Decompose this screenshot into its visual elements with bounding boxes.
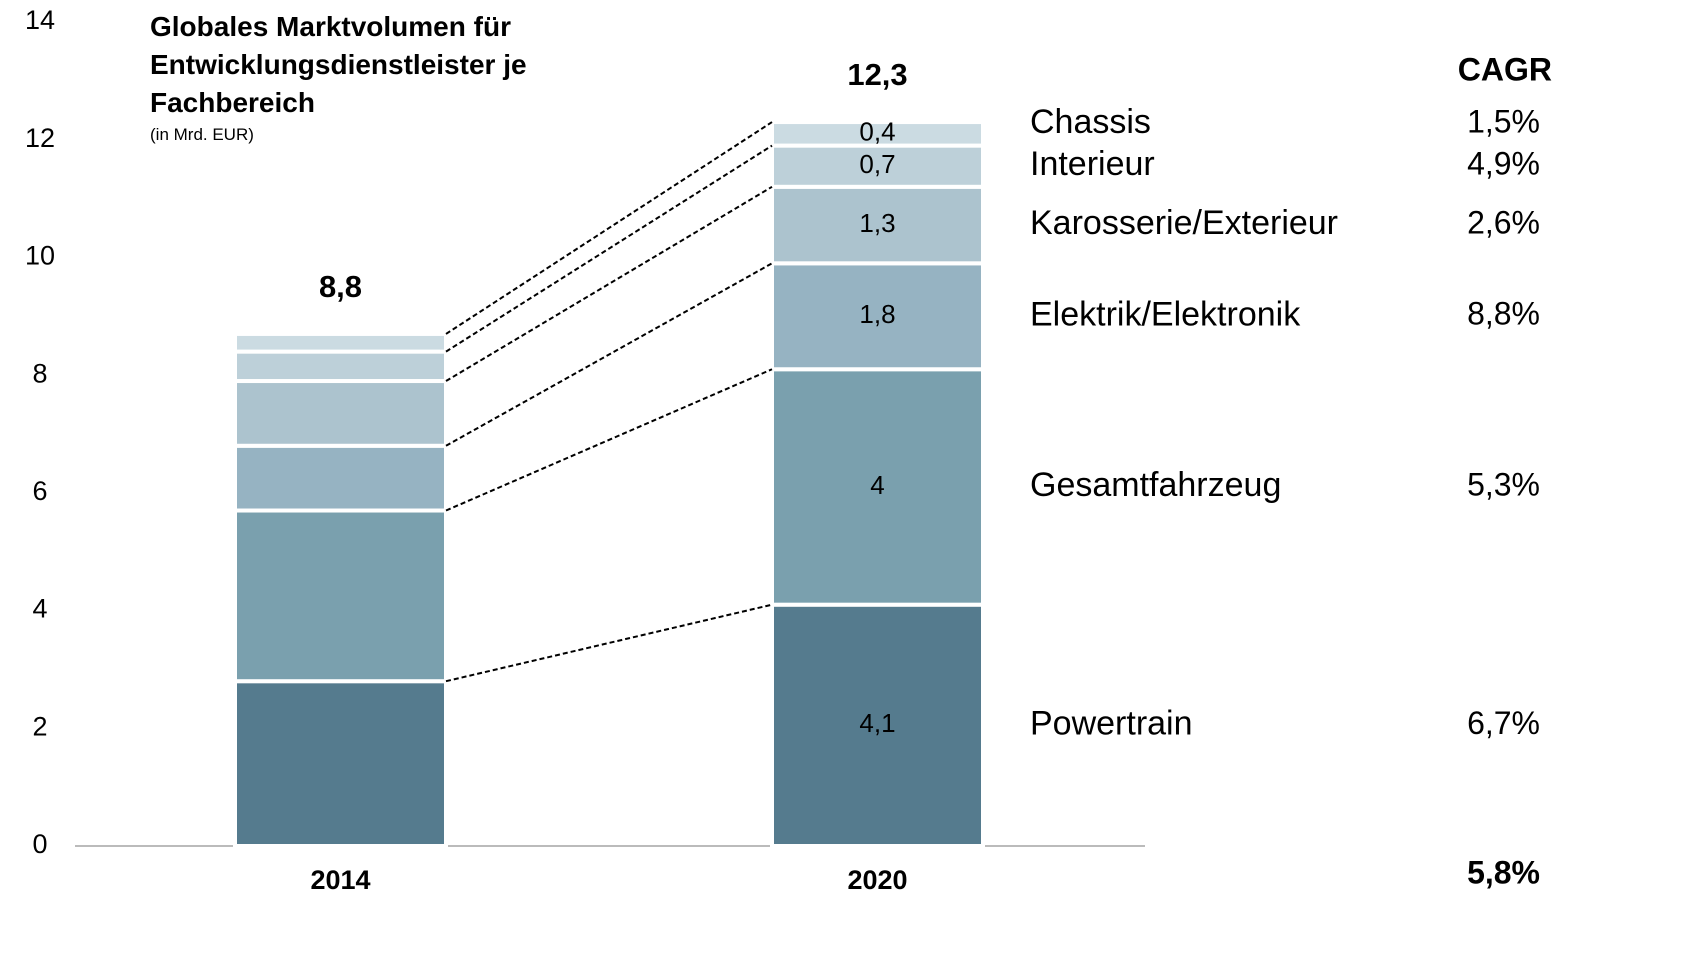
x-tick-label: 2020 [847, 865, 907, 895]
connector [445, 262, 773, 447]
legend-label: Chassis [1030, 103, 1151, 141]
legend-label: Interieur [1030, 145, 1155, 183]
cagr-label: 2,6% [1467, 205, 1540, 241]
cagr-heading: CAGR [1458, 51, 1552, 87]
bar-segment [770, 602, 985, 849]
total-label: 8,8 [319, 269, 362, 304]
bar-segment [770, 367, 985, 607]
y-tick-label: 8 [32, 358, 47, 388]
y-tick-label: 4 [32, 594, 47, 624]
y-tick-label: 2 [32, 711, 47, 741]
bar-segment [233, 443, 448, 513]
bar-segment [233, 508, 448, 684]
chart-title: Globales Marktvolumen für Entwicklungsdi… [150, 11, 527, 118]
value-label: 1,8 [859, 299, 895, 329]
y-tick-label: 14 [25, 5, 55, 35]
bar-segment [233, 679, 448, 849]
connector [445, 185, 773, 382]
y-tick-label: 6 [32, 476, 47, 506]
total-label: 12,3 [847, 57, 907, 92]
y-tick-label: 10 [25, 241, 55, 271]
connector [445, 121, 773, 335]
bar-segment [233, 331, 448, 354]
bar-segment [770, 261, 985, 372]
cagr-total: 5,8% [1467, 854, 1540, 890]
cagr-label: 1,5% [1467, 103, 1540, 139]
bar-segment [770, 184, 985, 266]
bar-segment [770, 120, 985, 148]
legend-label: Elektrik/Elektronik [1030, 295, 1301, 333]
bar-segment [770, 143, 985, 189]
connector [445, 603, 773, 683]
legend-label: Karosserie/Exterieur [1030, 204, 1338, 242]
cagr-label: 6,7% [1467, 705, 1540, 741]
value-label: 1,3 [859, 208, 895, 238]
bar-segment [233, 379, 448, 448]
connector [445, 144, 773, 353]
legend-label: Gesamtfahrzeug [1030, 466, 1281, 504]
y-tick-label: 12 [25, 123, 55, 153]
cagr-label: 5,3% [1467, 466, 1540, 502]
value-label: 0,7 [859, 149, 895, 179]
value-label: 0,4 [859, 117, 895, 147]
cagr-label: 4,9% [1467, 146, 1540, 182]
value-label: 4 [870, 470, 884, 500]
y-tick-label: 0 [32, 829, 47, 859]
bar-segment [233, 349, 448, 384]
legend-label: Powertrain [1030, 704, 1193, 742]
value-label: 4,1 [859, 708, 895, 738]
connector [445, 368, 773, 512]
x-tick-label: 2014 [310, 865, 370, 895]
chart-subtitle: (in Mrd. EUR) [150, 125, 254, 144]
cagr-label: 8,8% [1467, 296, 1540, 332]
